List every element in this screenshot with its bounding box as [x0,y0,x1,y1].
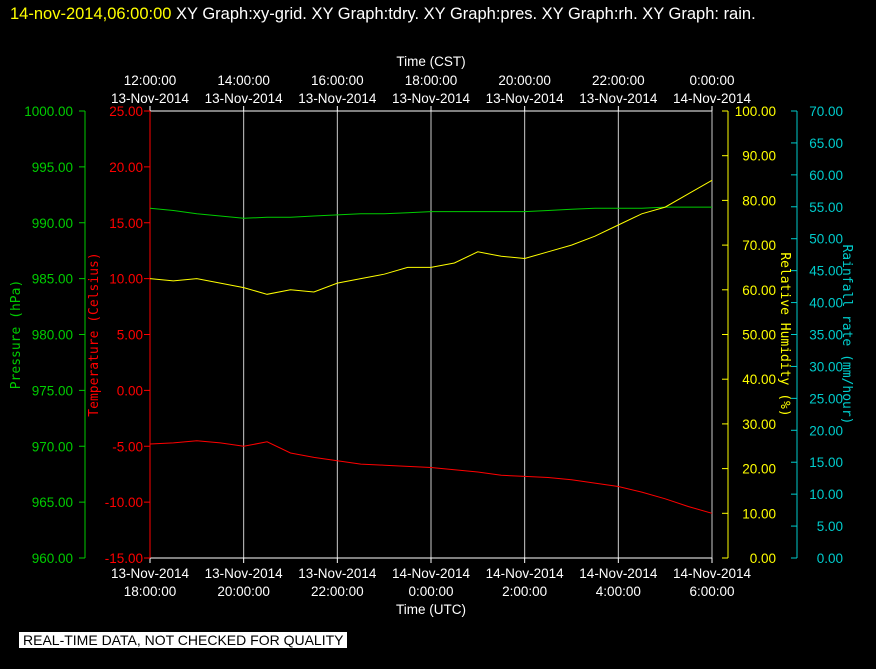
x-top-tick-date: 13-Nov-2014 [111,91,190,106]
rain-axis-tick-label: 10.00 [809,487,843,502]
x-top-tick-time: 16:00:00 [311,73,364,88]
humidity-axis-tick-label: 0.00 [750,551,776,566]
x-bottom-tick-date: 13-Nov-2014 [205,566,284,581]
rain-axis-tick-label: 55.00 [809,200,843,215]
pressure-axis-tick-label: 960.00 [32,551,73,566]
humidity-axis-tick-label: 10.00 [742,506,776,521]
humidity-axis-tick-label: 20.00 [742,462,776,477]
humidity-axis-tick-label: 100.00 [735,104,776,119]
x-top-tick-date: 13-Nov-2014 [298,91,377,106]
temperature-axis-tick-label: 5.00 [117,328,143,343]
temperature-axis-title: Temperature (Celsius) [87,252,102,416]
x-top-axis-label: Time (CST) [396,54,465,69]
x-top-tick-time: 20:00:00 [498,73,551,88]
pressure-series-line [149,206,712,219]
rain-axis-tick-label: 65.00 [809,136,843,151]
humidity-axis-title: Relative Humidity (%) [777,252,792,416]
rain-axis-tick-label: 0.00 [817,551,843,566]
rain-axis-tick-label: 20.00 [809,423,843,438]
temperature-axis-tick-label: -10.00 [105,495,143,510]
humidity-axis-tick-label: 60.00 [742,283,776,298]
header-title: 14-nov-2014,06:00:00 XY Graph:xy-grid. X… [10,2,870,27]
x-top-tick-date: 14-Nov-2014 [673,91,752,106]
pressure-axis-tick-label: 965.00 [32,495,73,510]
pressure-axis-title: Pressure (hPa) [9,280,24,390]
temperature-axis-tick-label: 15.00 [109,216,143,231]
header-timestamp: 14-nov-2014,06:00:00 [10,5,172,23]
pressure-axis-tick-label: 995.00 [32,160,73,175]
x-bottom-tick-time: 6:00:00 [689,584,734,599]
humidity-axis-tick-label: 80.00 [742,193,776,208]
pressure-axis-tick-label: 980.00 [32,328,73,343]
temperature-series-line [149,440,713,514]
humidity-axis-tick-label: 90.00 [742,149,776,164]
x-top-tick-date: 13-Nov-2014 [486,91,565,106]
x-bottom-tick-date: 14-Nov-2014 [486,566,565,581]
x-bottom-axis-label: Time (UTC) [396,602,466,617]
humidity-series-line [149,179,713,295]
pressure-axis-tick-label: 970.00 [32,439,73,454]
x-top-tick-time: 0:00:00 [689,73,734,88]
pressure-axis-tick-label: 975.00 [32,383,73,398]
rain-axis-tick-label: 50.00 [809,232,843,247]
x-bottom-tick-time: 20:00:00 [217,584,270,599]
rain-axis-tick-label: 15.00 [809,455,843,470]
rain-axis-title: Rainfall rate (mm/hour) [839,244,854,424]
x-top-tick-time: 18:00:00 [405,73,458,88]
rain-axis-tick-label: 45.00 [809,264,843,279]
x-bottom-tick-date: 13-Nov-2014 [111,566,190,581]
x-bottom-tick-time: 4:00:00 [596,584,641,599]
rain-axis-tick-label: 40.00 [809,296,843,311]
temperature-axis-tick-label: 20.00 [109,160,143,175]
temperature-axis-tick-label: 0.00 [117,383,143,398]
temperature-axis-tick-label: 10.00 [109,272,143,287]
humidity-axis-tick-label: 50.00 [742,328,776,343]
x-bottom-tick-date: 14-Nov-2014 [392,566,471,581]
humidity-axis-tick-label: 30.00 [742,417,776,432]
x-top-tick-date: 13-Nov-2014 [579,91,658,106]
pressure-axis-tick-label: 1000.00 [24,104,73,119]
pressure-axis-tick-label: 985.00 [32,272,73,287]
x-bottom-tick-time: 2:00:00 [502,584,547,599]
x-top-tick-time: 14:00:00 [217,73,270,88]
pressure-axis-tick-label: 990.00 [32,216,73,231]
x-top-tick-date: 13-Nov-2014 [205,91,284,106]
quality-notice: REAL-TIME DATA, NOT CHECKED FOR QUALITY [19,632,348,648]
x-top-tick-date: 13-Nov-2014 [392,91,471,106]
rain-axis-tick-label: 5.00 [817,519,843,534]
x-bottom-tick-date: 14-Nov-2014 [673,566,752,581]
temperature-axis-tick-label: 25.00 [109,104,143,119]
humidity-axis-tick-label: 40.00 [742,372,776,387]
x-bottom-tick-date: 14-Nov-2014 [579,566,658,581]
x-bottom-tick-time: 18:00:00 [124,584,177,599]
humidity-axis-tick-label: 70.00 [742,238,776,253]
x-top-tick-time: 12:00:00 [124,73,177,88]
x-bottom-tick-time: 22:00:00 [311,584,364,599]
temperature-axis-tick-label: -15.00 [105,551,143,566]
rain-axis-tick-label: 30.00 [809,359,843,374]
x-top-tick-time: 22:00:00 [592,73,645,88]
header-title-rest: XY Graph:xy-grid. XY Graph:tdry. XY Grap… [171,5,756,23]
rain-axis-tick-label: 60.00 [809,168,843,183]
x-bottom-tick-date: 13-Nov-2014 [298,566,377,581]
rain-axis-tick-label: 70.00 [809,104,843,119]
rain-axis-tick-label: 35.00 [809,328,843,343]
x-bottom-tick-time: 0:00:00 [408,584,453,599]
rain-axis-tick-label: 25.00 [809,391,843,406]
temperature-axis-tick-label: -5.00 [112,439,143,454]
